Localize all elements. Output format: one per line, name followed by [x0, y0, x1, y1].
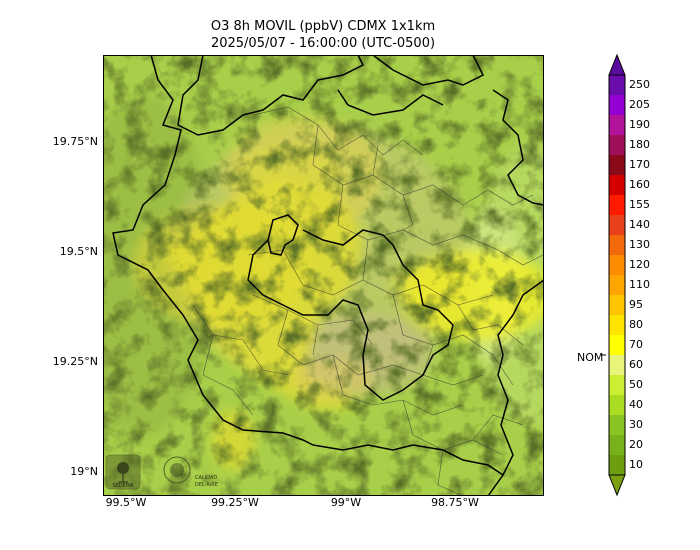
colorbar [601, 53, 626, 497]
colorbar-tick-label: 70 [629, 338, 643, 351]
state-boundaries [112, 55, 544, 496]
lat-label: 19°N [70, 465, 98, 478]
colorbar-tick-label: 170 [629, 158, 650, 171]
map-title: O3 8h MOVIL (ppbV) CDMX 1x1km [210, 19, 436, 34]
map-timestamp: 2025/05/07 - 16:00:00 (UTC-0500) [210, 36, 436, 51]
sedema-logo-text: SEDEMA [112, 483, 134, 489]
colorbar-segment [609, 135, 625, 156]
municipal-boundaries [192, 106, 544, 496]
colorbar-segment [609, 435, 625, 456]
sedema-logo: SEDEMA [105, 454, 141, 490]
colorbar-segment [609, 455, 625, 476]
colorbar-segment [609, 395, 625, 416]
lon-label: 98.75°W [431, 496, 479, 509]
lat-label: 19.5°N [59, 245, 98, 258]
colorbar-segment [609, 295, 625, 316]
lat-label: 19.75°N [52, 135, 98, 148]
nom-label: NOM [577, 351, 604, 364]
colorbar-segment [609, 335, 625, 356]
calidad-logo-text: CALIDAD [195, 475, 217, 481]
colorbar-segment [609, 75, 625, 96]
colorbar-tick-label: 205 [629, 98, 650, 111]
colorbar-segment [609, 195, 625, 216]
colorbar-tick-label: 130 [629, 238, 650, 251]
colorbar-segment [609, 115, 625, 136]
ozone-map: SEDEMA CALIDAD DEL AIRE [103, 55, 544, 496]
colorbar-segment [609, 355, 625, 376]
colorbar-tick-label: 155 [629, 198, 650, 211]
colorbar-tick-label: 160 [629, 178, 650, 191]
colorbar-segment [609, 315, 625, 336]
colorbar-tick-label: 50 [629, 378, 643, 391]
colorbar-segment [609, 215, 625, 236]
colorbar-segment [609, 275, 625, 296]
lon-label: 99.5°W [105, 496, 147, 509]
colorbar-segment [609, 155, 625, 176]
colorbar-tick-label: 250 [629, 78, 650, 91]
colorbar-tick-label: 120 [629, 258, 650, 271]
map-frame [103, 55, 544, 496]
colorbar-max-arrow [608, 53, 626, 76]
colorbar-tick-label: 190 [629, 118, 650, 131]
svg-text:DEL AIRE: DEL AIRE [195, 482, 218, 488]
colorbar-segment [609, 415, 625, 436]
colorbar-tick-label: 110 [629, 278, 650, 291]
colorbar-tick-label: 60 [629, 358, 643, 371]
terrain-relief [103, 55, 544, 496]
colorbar-min-arrow [608, 474, 626, 497]
colorbar-segment [609, 235, 625, 256]
colorbar-border [608, 74, 626, 476]
colorbar-segment [609, 95, 625, 116]
colorbar-tick-label: 40 [629, 398, 643, 411]
colorbar-segment [609, 375, 625, 396]
lon-label: 99°W [330, 496, 362, 509]
colorbar-tick-label: 30 [629, 418, 643, 431]
colorbar-segment [609, 175, 625, 196]
colorbar-segment [609, 255, 625, 276]
lat-label: 19.25°N [52, 355, 98, 368]
calidad-aire-logo: CALIDAD DEL AIRE [163, 456, 218, 488]
colorbar-tick-label: 80 [629, 318, 643, 331]
colorbar-tick-label: 180 [629, 138, 650, 151]
colorbar-tick-label: 95 [629, 298, 643, 311]
colorbar-tick-label: 10 [629, 458, 643, 471]
colorbar-tick-label: 20 [629, 438, 643, 451]
lon-label: 99.25°W [211, 496, 259, 509]
colorbar-tick-label: 140 [629, 218, 650, 231]
